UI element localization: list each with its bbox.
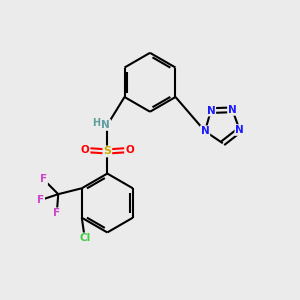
- Text: N: N: [101, 120, 110, 130]
- Text: N: N: [235, 125, 244, 135]
- Text: O: O: [125, 145, 134, 155]
- Text: N: N: [206, 106, 215, 116]
- Text: F: F: [53, 208, 60, 218]
- Text: F: F: [37, 195, 44, 205]
- Text: N: N: [228, 105, 237, 115]
- Text: N: N: [201, 126, 209, 136]
- Text: H: H: [92, 118, 100, 128]
- Text: S: S: [103, 146, 111, 157]
- Text: O: O: [81, 145, 90, 155]
- Text: F: F: [40, 174, 47, 184]
- Text: Cl: Cl: [79, 233, 90, 243]
